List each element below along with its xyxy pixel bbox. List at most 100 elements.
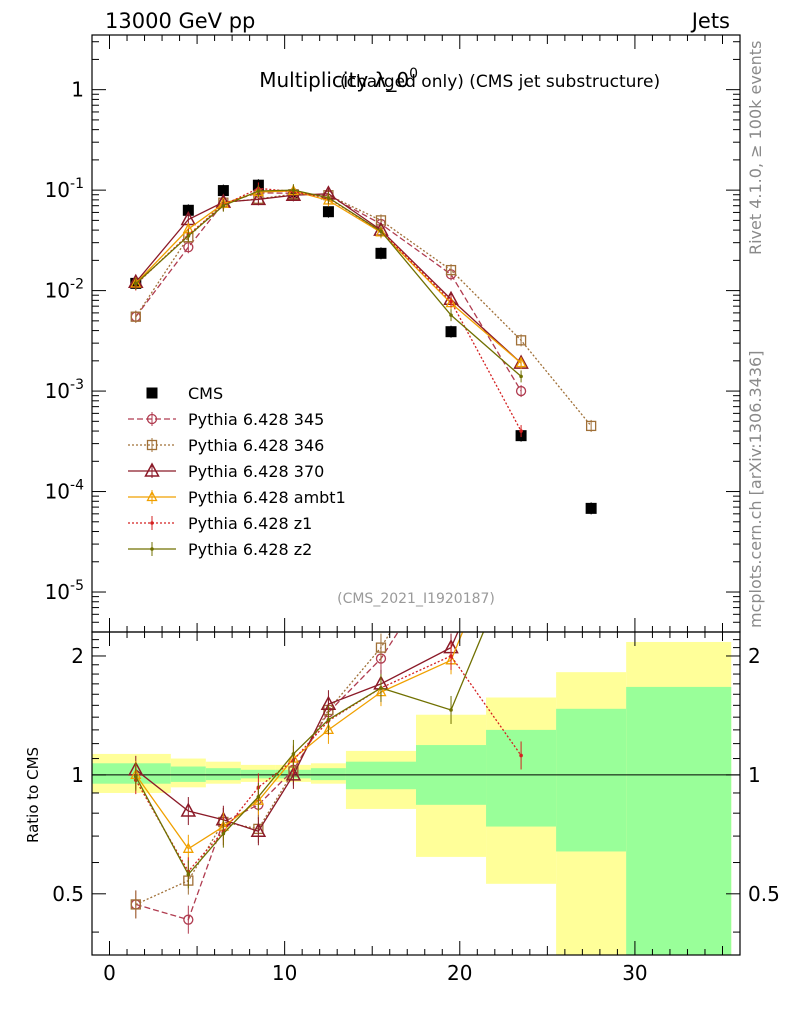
ratio-y-label-right: 2 (748, 644, 761, 668)
data-point (182, 204, 194, 216)
analysis-tag: (CMS_2021_I1920187) (337, 591, 495, 607)
legend-entry: Pythia 6.428 346 (128, 436, 324, 455)
ratio-point (375, 642, 387, 653)
ratio-point (515, 482, 528, 494)
chart-title-suffix: (charged only) (CMS jet substructure) (340, 72, 660, 92)
y-tick-label: 10-4 (45, 478, 85, 504)
data-point (585, 502, 597, 514)
ratio-point (517, 594, 526, 603)
x-tick-label: 0 (103, 961, 116, 985)
data-point (585, 420, 597, 432)
ratio-y-label-left: 1 (71, 763, 84, 787)
band-green (92, 763, 171, 784)
y-tick-label: 1 (71, 78, 84, 102)
data-point (326, 195, 331, 200)
legend-marker (146, 413, 158, 425)
data-point (221, 203, 226, 208)
data-point (519, 374, 523, 379)
data-point (519, 429, 523, 433)
data-point (449, 299, 453, 304)
ratio-frame (91, 631, 741, 956)
uncertainty-bands (92, 641, 732, 955)
data-point (515, 385, 527, 397)
series-6 (133, 184, 523, 383)
ratio-point (256, 795, 261, 799)
ratio-point (447, 545, 456, 554)
ratio-line (135, 655, 522, 873)
band-green (310, 768, 346, 781)
y-tick-label: 10-5 (45, 578, 84, 604)
legend-label: Pythia 6.428 z2 (188, 540, 312, 559)
legend-label: CMS (188, 384, 223, 403)
ratio-point (183, 914, 194, 925)
mcplots-label: mcplots.cern.ch [arXiv:1306.3436] (746, 351, 765, 628)
ratio-series-5 (133, 540, 523, 889)
data-point (322, 206, 334, 218)
data-point (130, 311, 141, 322)
header-process: Jets (690, 9, 730, 33)
ratio-point (519, 540, 523, 544)
legend-label: Pythia 6.428 z1 (188, 514, 312, 533)
rivet-label: Rivet 4.1.0, ≥ 100k events (746, 41, 765, 255)
legend: CMS Pythia 6.428 345 Pythia 6.428 346 Pythi… (128, 384, 346, 559)
legend-label: Pythia 6.428 370 (188, 462, 324, 481)
legend-label: Pythia 6.428 345 (188, 410, 324, 429)
legend-label: Pythia 6.428 ambt1 (188, 488, 346, 507)
ratio-point (519, 753, 523, 758)
data-point (379, 229, 383, 234)
chart-title: Multiplicity λ_00 (259, 66, 418, 92)
legend-entry: Pythia 6.428 370 (128, 462, 324, 481)
ratio-data (128, 482, 528, 934)
y-tick-label: 10-3 (45, 377, 84, 403)
ratio-y-label-right: 0.5 (748, 882, 780, 906)
ratio-point (285, 766, 302, 781)
ratio-ylabel: Ratio to CMS (24, 747, 42, 843)
ratio-point (447, 528, 456, 537)
x-tick-label: 20 (447, 961, 472, 985)
ratio-point (182, 842, 194, 853)
ratio-point (449, 708, 453, 712)
legend-entry: Pythia 6.428 z1 (128, 514, 312, 533)
legend-marker (150, 521, 154, 525)
x-tick-label: 30 (622, 961, 647, 985)
legend-marker (144, 462, 160, 477)
legend-entry: CMS (146, 384, 223, 403)
data-point (515, 335, 527, 346)
header-energy: 13000 GeV pp (105, 9, 255, 33)
ratio-point (326, 717, 331, 722)
band-green (556, 708, 627, 852)
y-tick-label: 10-1 (45, 176, 84, 202)
band-green (345, 761, 416, 790)
data-point (217, 185, 229, 197)
data-point (133, 281, 138, 286)
band-green (170, 766, 206, 782)
legend-marker (146, 439, 158, 451)
ratio-point (291, 752, 296, 756)
ratio-point (379, 686, 383, 690)
chart-title-sup: 0 (409, 66, 418, 82)
data-point (449, 313, 453, 317)
ratio-point (130, 899, 141, 910)
legend-entry: Pythia 6.428 ambt1 (128, 488, 346, 507)
series-line (135, 193, 522, 364)
ratio-point (250, 822, 267, 838)
data-point (445, 326, 457, 338)
band-green (205, 768, 241, 781)
ratio-y-label-left: 0.5 (52, 882, 84, 906)
legend-label: Pythia 6.428 346 (188, 436, 324, 455)
ratio-point (133, 774, 138, 779)
ratio-point (517, 484, 526, 493)
legend-marker (146, 490, 158, 502)
ratio-y-label-left: 2 (71, 644, 84, 668)
data-point (375, 247, 387, 259)
ratio-point (449, 654, 453, 658)
ratio-panel: 0.5 0.51 12 20 10 20 30 (52, 482, 780, 985)
band-green (626, 686, 732, 955)
legend-entry: Pythia 6.428 345 (128, 410, 324, 429)
data-point (186, 234, 191, 238)
data-point (256, 189, 261, 193)
data-point (250, 190, 267, 206)
data-point (445, 264, 457, 276)
ratio-point (186, 872, 191, 877)
